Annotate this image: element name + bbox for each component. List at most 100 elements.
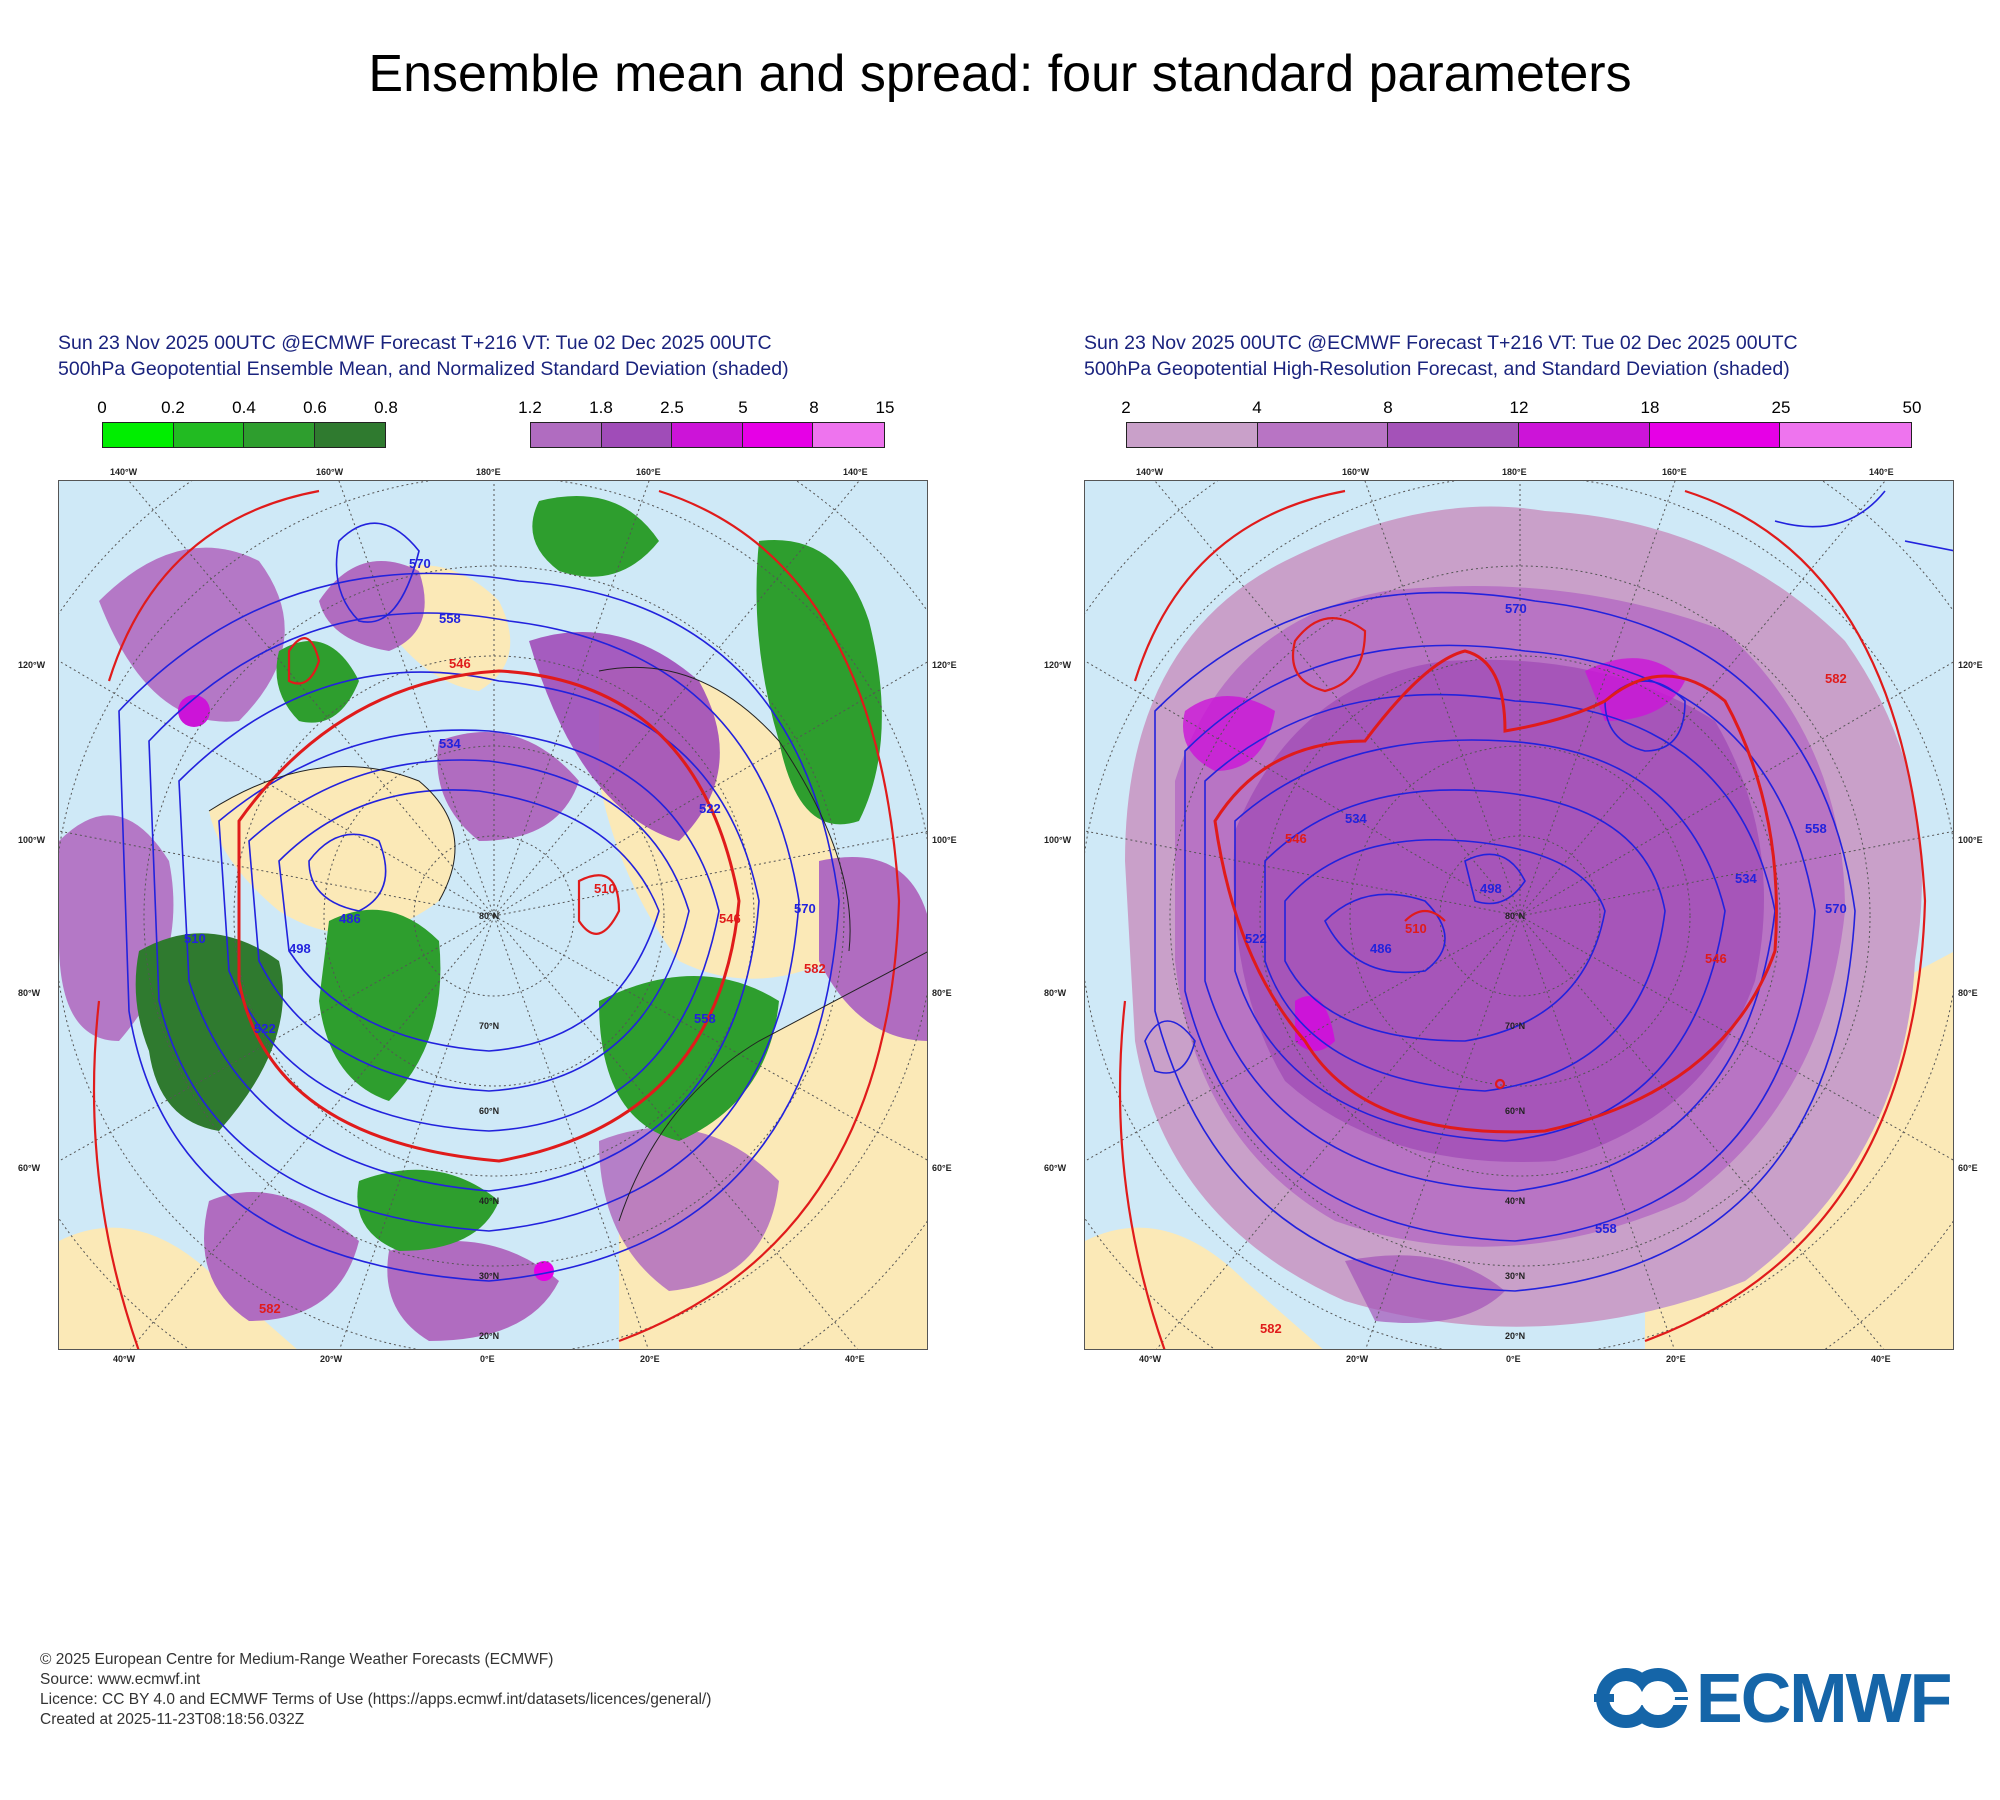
lon-label: 60°E — [1958, 1163, 1978, 1173]
lon-label: 60°W — [18, 1163, 41, 1173]
colorbar-swatch — [1649, 423, 1781, 447]
colorbar-tick: 1.2 — [518, 398, 542, 417]
lon-label: 120°E — [932, 660, 957, 670]
panel-title-line2: 500hPa Geopotential Ensemble Mean, and N… — [58, 358, 789, 380]
colorbar-swatch — [314, 423, 385, 447]
colorbar-swatch — [742, 423, 814, 447]
contour-label: 558 — [694, 1011, 716, 1026]
lon-label: 140°W — [110, 467, 138, 477]
contour-label: 534 — [1735, 871, 1757, 886]
lat-label: 80°N — [1505, 911, 1526, 921]
contour-label: 546 — [1285, 831, 1307, 846]
lon-label: 80°E — [932, 988, 952, 998]
panel-title-line1: Sun 23 Nov 2025 00UTC @ECMWF Forecast T+… — [58, 332, 772, 354]
lon-label: 60°E — [932, 1163, 952, 1173]
lat-label: 70°N — [1505, 1021, 1526, 1031]
lon-label: 20°W — [1346, 1354, 1369, 1364]
colorbar-swatch — [531, 423, 602, 447]
lon-label: 80°W — [18, 988, 41, 998]
lon-label: 100°E — [932, 835, 957, 845]
ecmwf-logo-icon — [1594, 1668, 1690, 1728]
colorbar-tick: 0 — [97, 398, 107, 417]
lon-label: 100°E — [1958, 835, 1983, 845]
lat-label: 20°N — [1505, 1331, 1526, 1341]
colorbar-swatch — [103, 423, 174, 447]
lon-label: 180°E — [476, 467, 501, 477]
colorbar-swatches — [102, 422, 386, 448]
colorbar-tick: 5 — [738, 398, 748, 417]
panel-title-line2: 500hPa Geopotential High-Resolution Fore… — [1084, 358, 1790, 380]
colorbar-tick: 2.5 — [660, 398, 684, 417]
contour-label: 582 — [1825, 671, 1847, 686]
panel-title-line1: Sun 23 Nov 2025 00UTC @ECMWF Forecast T+… — [1084, 332, 1798, 354]
footer-created: Created at 2025-11-23T08:18:56.032Z — [40, 1711, 305, 1728]
colorbar-swatch — [672, 423, 743, 447]
colorbar-tick: 8 — [809, 398, 819, 417]
lon-label: 160°E — [1662, 467, 1687, 477]
colorbar-tick: 8 — [1383, 398, 1393, 417]
lon-label: 140°E — [843, 467, 868, 477]
lon-label: 100°W — [18, 835, 46, 845]
colorbar-swatch — [1127, 423, 1258, 447]
colorbar-swatch — [1519, 423, 1650, 447]
lat-label: 60°N — [479, 1106, 500, 1116]
lon-label: 40°W — [1139, 1354, 1162, 1364]
contour-label: 582 — [259, 1301, 281, 1316]
map-ensemble-mean[interactable]: 570 582 558 546 534 510 522 486 498 582 … — [58, 480, 928, 1350]
colorbar-swatch — [1388, 423, 1520, 447]
contour-label: 522 — [1245, 931, 1267, 946]
lat-label: 40°N — [1505, 1196, 1526, 1206]
contour-label: 510 — [184, 931, 206, 946]
contour-label: 570 — [409, 556, 431, 571]
lon-label: 60°W — [1044, 1163, 1067, 1173]
lon-label: 140°E — [1869, 467, 1894, 477]
contour-label: 498 — [289, 941, 311, 956]
lon-label: 20°W — [320, 1354, 343, 1364]
page-title: Ensemble mean and spread: four standard … — [368, 45, 1632, 103]
lon-label: 0°E — [480, 1354, 495, 1364]
colorbar-stddev: 2 4 8 12 18 25 50 — [1121, 398, 1921, 448]
ecmwf-logo: ECMWF — [1594, 1658, 1952, 1738]
contour-label: 498 — [1480, 881, 1502, 896]
contour-label: 486 — [339, 911, 361, 926]
lon-label: 120°W — [18, 660, 46, 670]
colorbar-swatch — [1257, 423, 1389, 447]
lon-label: 0°E — [1506, 1354, 1521, 1364]
colorbar-tick: 0.8 — [374, 398, 398, 417]
colorbar-swatch — [601, 423, 673, 447]
footer-credits: © 2025 European Centre for Medium-Range … — [40, 1650, 711, 1730]
map-canvas — [1085, 481, 1953, 1349]
contour-label: 510 — [1405, 921, 1427, 936]
lon-label: 100°W — [1044, 835, 1072, 845]
contour-label: 570 — [1825, 901, 1847, 916]
contour-label: 546 — [449, 656, 471, 671]
colorbar-tick: 12 — [1509, 398, 1529, 417]
colorbar-tick: 25 — [1771, 398, 1791, 417]
colorbar-tick: 0.4 — [232, 398, 256, 417]
map-hires-forecast[interactable]: 570 582 558 546 534 522 510 498 486 582 … — [1084, 480, 1954, 1350]
colorbar-swatches — [530, 422, 885, 448]
colorbar-swatch — [244, 423, 315, 447]
lon-label: 20°E — [1666, 1354, 1686, 1364]
colorbar-tick: 2 — [1121, 398, 1131, 417]
colorbar-swatch — [1780, 423, 1912, 447]
lon-label: 180°E — [1502, 467, 1527, 477]
colorbar-swatch — [813, 423, 884, 447]
lon-label: 120°E — [1958, 660, 1983, 670]
colorbar-swatches — [1126, 422, 1912, 448]
lon-label: 160°E — [636, 467, 661, 477]
contour-label: 558 — [439, 611, 461, 626]
contour-label: 534 — [439, 736, 461, 751]
colorbar-normalized-low: 0 0.2 0.4 0.6 0.8 — [97, 398, 398, 448]
lon-label: 160°W — [316, 467, 344, 477]
contour-label: 522 — [254, 1021, 276, 1036]
lat-label: 60°N — [1505, 1106, 1526, 1116]
contour-label: 486 — [1370, 941, 1392, 956]
lat-label: 80°N — [479, 911, 500, 921]
lon-label: 120°W — [1044, 660, 1072, 670]
lon-label: 40°W — [113, 1354, 136, 1364]
contour-label: 522 — [699, 801, 721, 816]
colorbar-tick: 4 — [1252, 398, 1262, 417]
lon-label: 160°W — [1342, 467, 1370, 477]
contour-label: 558 — [1595, 1221, 1617, 1236]
